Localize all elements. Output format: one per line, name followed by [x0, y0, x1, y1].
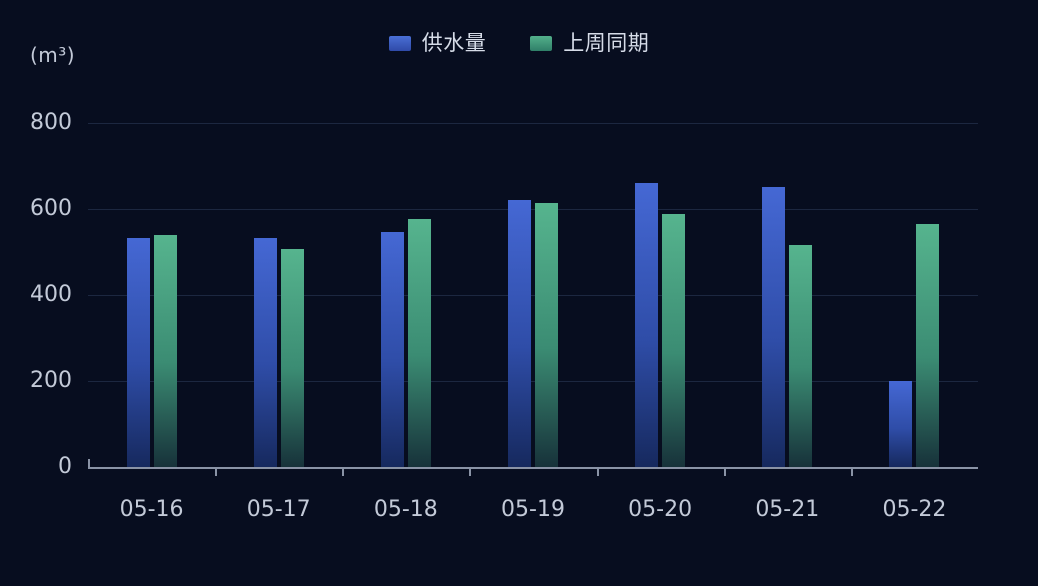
legend-label-last-week: 上周同期 [563, 31, 650, 55]
bar-supply[interactable] [253, 237, 277, 467]
legend-item-last-week[interactable]: 上周同期 [530, 33, 649, 54]
x-axis-tick-label: 05-19 [501, 497, 565, 522]
bar-supply[interactable] [889, 380, 913, 467]
bar-supply[interactable] [635, 183, 659, 467]
gridline [88, 295, 978, 296]
bar-supply[interactable] [380, 231, 404, 467]
x-axis-tick-label: 05-18 [373, 497, 438, 522]
x-axis-tick-mark [850, 467, 853, 476]
bar-supply[interactable] [126, 237, 150, 467]
x-axis-tick-label: 05-20 [628, 497, 693, 522]
legend-swatch-supply-icon [388, 36, 411, 51]
x-axis-tick-mark [215, 467, 218, 476]
x-axis-tick-mark [596, 467, 599, 476]
gridline [88, 381, 978, 382]
chart-legend: 供水量 上周同期 [0, 33, 1038, 54]
y-axis-tick-label: 400 [30, 282, 72, 307]
bar-last-week[interactable] [280, 249, 304, 467]
y-axis-line [88, 459, 90, 469]
y-axis-labels: 0 200 400 600 800 [0, 112, 72, 478]
x-axis-tick-mark [723, 467, 726, 476]
x-axis-tick-label: 05-16 [119, 497, 184, 522]
gridline [88, 209, 978, 210]
gridline [88, 123, 978, 124]
legend-label-supply: 供水量 [421, 31, 487, 55]
bar-supply[interactable] [762, 186, 786, 467]
bar-last-week[interactable] [789, 244, 813, 467]
y-axis-tick-label: 600 [30, 196, 72, 221]
y-axis-tick-label: 0 [58, 454, 72, 479]
bar-last-week[interactable] [153, 235, 177, 467]
x-axis-labels: 05-16 05-17 05-18 05-19 05-20 05-21 05-22 [88, 497, 978, 527]
y-axis-tick-label: 200 [30, 368, 72, 393]
x-axis-line [88, 467, 978, 469]
bar-last-week[interactable] [407, 219, 431, 467]
bar-last-week[interactable] [662, 214, 686, 467]
bar-last-week[interactable] [535, 203, 558, 467]
x-axis-tick-mark [342, 467, 345, 476]
bar-last-week[interactable] [916, 224, 940, 467]
plot-area [88, 123, 978, 476]
legend-item-supply[interactable]: 供水量 [388, 31, 487, 55]
bar-supply[interactable] [508, 199, 531, 467]
x-axis-tick-label: 05-21 [755, 497, 820, 522]
legend-swatch-last-week-icon [530, 36, 553, 51]
x-axis-tick-mark [469, 467, 472, 476]
x-axis-tick-label: 05-22 [882, 497, 947, 522]
y-axis-tick-label: 800 [30, 110, 72, 135]
y-axis-unit-label: (m³) [30, 43, 76, 67]
x-axis-tick-label: 05-17 [246, 497, 311, 522]
